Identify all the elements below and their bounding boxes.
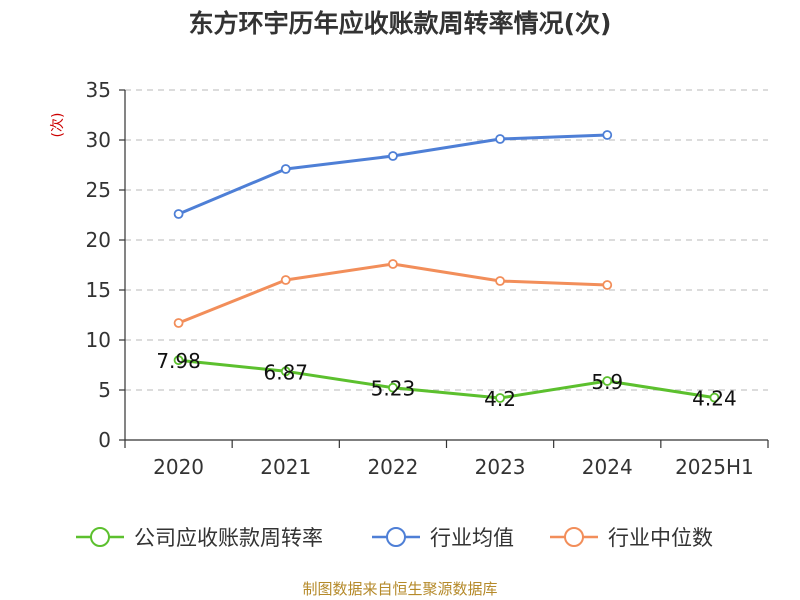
series-line-1: [178, 358, 715, 400]
x-tick-label: 2020: [153, 455, 204, 479]
data-point: [495, 134, 505, 144]
data-point: [173, 355, 184, 366]
data-labels: 7.98 6.87 5.23 4.2 5.9 4.24: [156, 349, 736, 411]
data-label: 6.87: [263, 360, 308, 384]
grid-lines: [125, 89, 768, 391]
x-tick-label: 2022: [367, 455, 418, 479]
x-tick-label: 2021: [260, 455, 311, 479]
x-tick-label: 2025H1: [675, 455, 754, 479]
series-line-3: [178, 262, 608, 325]
chart-title: 东方环宇历年应收账款周转率情况(次): [189, 9, 612, 38]
data-point: [280, 164, 291, 174]
data-point: [280, 275, 291, 285]
y-tick-label: 0: [98, 428, 111, 452]
legend-marker: [564, 527, 584, 547]
legend-marker: [90, 527, 110, 547]
data-point: [602, 376, 613, 386]
data-point: [173, 209, 184, 219]
y-tick-label: 10: [86, 328, 111, 352]
data-label: 4.24: [692, 387, 737, 411]
data-point: [495, 393, 505, 403]
data-point: [173, 318, 184, 328]
data-point: [709, 392, 720, 403]
x-tick-label: 2023: [475, 455, 526, 479]
data-point: [495, 276, 505, 286]
y-tick-label: 30: [86, 128, 111, 152]
data-point: [388, 259, 398, 269]
series-line-2: [178, 133, 608, 216]
y-tick-label: 20: [86, 228, 111, 252]
data-point: [280, 366, 291, 377]
legend: 公司应收账款周转率 行业均值 行业中位数: [76, 526, 713, 550]
data-label: 5.9: [591, 370, 623, 394]
legend-marker: [386, 527, 406, 547]
axes: 0 5 10 15 20 25 30 35 2020 2021 2022 2023 2024 2025H1: [86, 78, 769, 479]
y-tick-label: 35: [86, 78, 111, 102]
data-label: 4.2: [484, 387, 516, 411]
series-lines: [173, 130, 720, 403]
source-note: 制图数据来自恒生聚源数据库: [302, 580, 497, 598]
data-label: 7.98: [156, 349, 201, 373]
legend-label: 行业中位数: [608, 526, 713, 550]
legend-label: 公司应收账款周转率: [134, 526, 323, 550]
y-axis-label: (次): [50, 113, 66, 138]
data-point: [388, 151, 398, 161]
data-point: [388, 382, 398, 393]
x-tick-label: 2024: [582, 455, 633, 479]
data-point: [602, 130, 613, 140]
y-tick-label: 5: [98, 378, 111, 402]
legend-label: 行业均值: [430, 526, 514, 550]
data-point: [602, 280, 613, 290]
y-tick-label: 25: [86, 178, 111, 202]
data-label: 5.23: [371, 377, 416, 401]
y-tick-label: 15: [86, 278, 111, 302]
